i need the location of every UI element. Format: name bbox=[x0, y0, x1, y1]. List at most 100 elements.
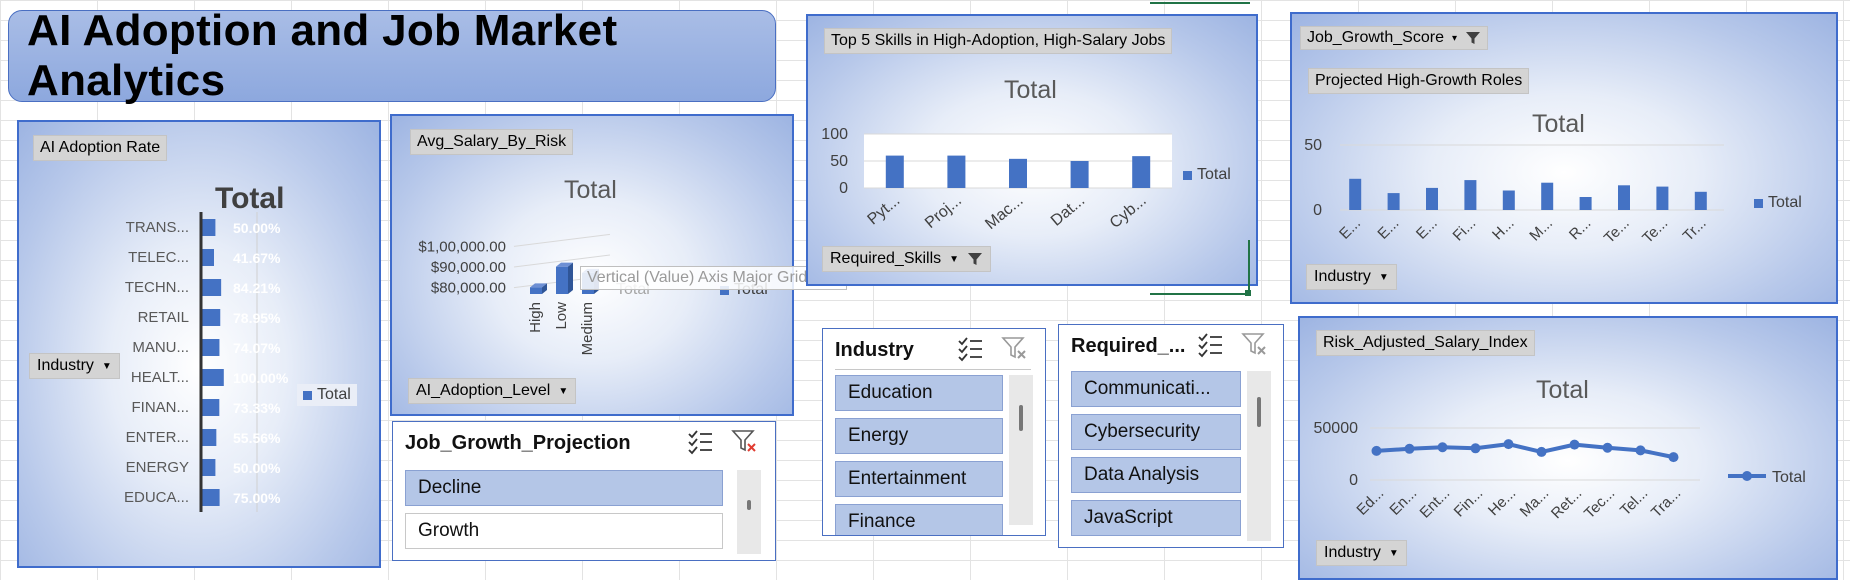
multi-select-icon[interactable] bbox=[957, 335, 983, 362]
chart-element-tooltip: Vertical (Value) Axis Major Gridlines bbox=[580, 266, 848, 290]
slicer-scrollbar[interactable] bbox=[737, 470, 761, 554]
field-button-top-skills[interactable]: Top 5 Skills in High-Adoption, High-Sala… bbox=[824, 28, 1173, 54]
data-point bbox=[1536, 446, 1547, 457]
category-label: EDUCA... bbox=[124, 489, 189, 506]
slicer-item-growth[interactable]: Growth bbox=[405, 513, 723, 549]
multi-select-icon[interactable] bbox=[687, 428, 713, 455]
slicer-item-data-analysis[interactable]: Data Analysis bbox=[1071, 457, 1241, 493]
category-label: Low bbox=[553, 302, 570, 330]
slicer-item-finance[interactable]: Finance bbox=[835, 504, 1003, 535]
slicer-item-entertainment[interactable]: Entertainment bbox=[835, 461, 1003, 497]
legend: Total bbox=[297, 384, 357, 406]
bar-side bbox=[542, 283, 547, 294]
salary-index-chart-panel[interactable]: Risk_Adjusted_Salary_Index Total 0 50000 E… bbox=[1298, 316, 1838, 580]
slicer-industry[interactable]: Industry Education Energy Entertainment … bbox=[822, 328, 1046, 536]
y-tick-label: 0 bbox=[1313, 202, 1322, 219]
filter-icon bbox=[1466, 32, 1480, 44]
bar bbox=[201, 339, 220, 356]
gridline bbox=[513, 233, 611, 247]
category-label: Tr... bbox=[1680, 215, 1710, 245]
slicer-item-javascript[interactable]: JavaScript bbox=[1071, 500, 1241, 536]
bar bbox=[1656, 186, 1669, 210]
slicer-item-education[interactable]: Education bbox=[835, 375, 1003, 411]
skills-bar-chart: 0 50 100 Pyt... Proj... Mac... Dat... Cyb... bbox=[821, 126, 1172, 233]
slicer-header: Job_Growth_Projection bbox=[405, 432, 631, 454]
bar bbox=[1070, 161, 1089, 188]
category-label: En... bbox=[1386, 485, 1420, 519]
field-button-industry[interactable]: Industry ▼ bbox=[29, 353, 120, 379]
legend-label: Total bbox=[1772, 469, 1806, 486]
category-label: H... bbox=[1489, 215, 1518, 244]
clear-filter-icon[interactable] bbox=[1241, 331, 1267, 357]
legend-marker bbox=[1742, 471, 1752, 481]
category-label: Proj... bbox=[922, 192, 965, 232]
bar bbox=[201, 279, 222, 296]
clear-filter-icon[interactable] bbox=[731, 428, 757, 454]
category-label: Tel... bbox=[1617, 485, 1651, 519]
bar bbox=[1387, 193, 1400, 210]
scroll-thumb[interactable] bbox=[747, 500, 751, 510]
slicer-scrollbar[interactable] bbox=[1247, 371, 1271, 541]
chevron-down-icon: ▼ bbox=[558, 385, 569, 397]
legend-swatch bbox=[720, 285, 729, 295]
category-label: Mac... bbox=[982, 192, 1026, 233]
category-label: Medium bbox=[579, 302, 596, 355]
category-label: HEALT... bbox=[131, 369, 189, 386]
data-label: 84.21% bbox=[233, 280, 281, 296]
chart-title: Total bbox=[1532, 110, 1585, 138]
bar-side bbox=[568, 262, 573, 294]
slicer-item-cybersecurity[interactable]: Cybersecurity bbox=[1071, 414, 1241, 450]
field-button-job-growth-score[interactable]: Job_Growth_Score ▾ bbox=[1300, 26, 1488, 50]
bar bbox=[201, 249, 215, 266]
slicer-job-growth-projection[interactable]: Job_Growth_Projection Decline Growth bbox=[392, 421, 776, 561]
category-label: Cyb... bbox=[1107, 192, 1150, 232]
field-button-industry[interactable]: Industry ▼ bbox=[1316, 540, 1407, 566]
chart-title: Total bbox=[564, 176, 617, 204]
legend-swatch bbox=[1754, 198, 1763, 208]
data-label: 41.67% bbox=[233, 250, 281, 266]
field-button-ai-adoption-rate[interactable]: AI Adoption Rate bbox=[33, 135, 168, 161]
chevron-down-icon: ▾ bbox=[1451, 32, 1457, 44]
gridline bbox=[513, 254, 611, 268]
category-label: Ent... bbox=[1417, 485, 1454, 522]
field-button-growth-roles[interactable]: Projected High-Growth Roles bbox=[1308, 68, 1530, 94]
avg-salary-chart-panel[interactable]: Avg_Salary_By_Risk Total $80,000.00 $90,0… bbox=[390, 114, 794, 416]
chart-title: Total bbox=[1004, 76, 1057, 104]
bar bbox=[1426, 187, 1438, 210]
slicer-item-decline[interactable]: Decline bbox=[405, 470, 723, 506]
cell-selection bbox=[1150, 240, 1250, 295]
data-label: 75.00% bbox=[233, 490, 281, 506]
field-button-avg-salary[interactable]: Avg_Salary_By_Risk bbox=[410, 129, 574, 155]
category-label: Ed... bbox=[1353, 485, 1387, 519]
data-point bbox=[1602, 442, 1613, 453]
growth-roles-chart-panel[interactable]: Job_Growth_Score ▾ Projected High-Growth … bbox=[1290, 12, 1838, 304]
scroll-thumb[interactable] bbox=[1019, 405, 1023, 431]
multi-select-icon[interactable] bbox=[1197, 331, 1223, 358]
ai-adoption-chart-panel[interactable]: AI Adoption Rate Total Industry ▼ TRANS..… bbox=[17, 120, 381, 568]
dashboard-title-box[interactable]: AI Adoption and Job Market Analytics bbox=[8, 6, 776, 105]
scroll-thumb[interactable] bbox=[1257, 397, 1261, 427]
bar bbox=[1541, 182, 1554, 210]
clear-filter-icon[interactable] bbox=[1001, 335, 1027, 361]
bar bbox=[1009, 158, 1027, 188]
slicer-item-energy[interactable]: Energy bbox=[835, 418, 1003, 454]
field-button-salary-index[interactable]: Risk_Adjusted_Salary_Index bbox=[1316, 330, 1535, 356]
category-label: Dat... bbox=[1048, 192, 1088, 230]
field-button-required-skills[interactable]: Required_Skills ▼ bbox=[822, 246, 992, 272]
top-skills-chart-panel[interactable]: Top 5 Skills in High-Adoption, High-Sala… bbox=[806, 14, 1258, 286]
field-button-industry[interactable]: Industry ▼ bbox=[1306, 264, 1397, 290]
dashboard-title: AI Adoption and Job Market Analytics bbox=[27, 6, 618, 105]
fill-handle[interactable] bbox=[1245, 290, 1251, 296]
bar bbox=[201, 459, 216, 476]
slicer-scrollbar[interactable] bbox=[1009, 375, 1033, 525]
bar bbox=[1579, 197, 1592, 210]
slicer-item-communication[interactable]: Communicati... bbox=[1071, 371, 1241, 407]
bar-top bbox=[530, 283, 547, 288]
field-button-ai-adoption-level[interactable]: AI_Adoption_Level ▼ bbox=[408, 378, 577, 404]
bar bbox=[201, 309, 221, 326]
chevron-down-icon: ▼ bbox=[1388, 547, 1399, 559]
slicer-required-skills[interactable]: Required_... Communicati... Cybersecurit… bbox=[1058, 324, 1284, 548]
category-label: He... bbox=[1485, 485, 1519, 519]
legend-label: Total bbox=[1197, 166, 1231, 183]
category-label: E... bbox=[1413, 215, 1441, 243]
